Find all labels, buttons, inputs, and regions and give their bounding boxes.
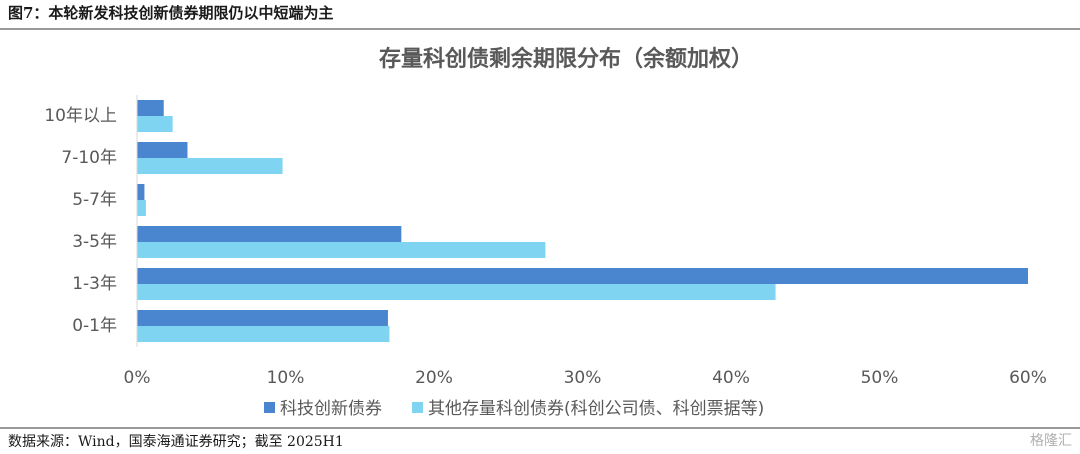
bar: [137, 226, 402, 242]
bar: [137, 268, 1028, 284]
x-tick-label: 10%: [267, 368, 305, 388]
bar: [137, 158, 283, 174]
bar: [137, 310, 388, 326]
bar: [137, 142, 188, 158]
x-tick-label: 60%: [1009, 368, 1047, 388]
chart-title: 存量科创债剩余期限分布（余额加权）: [379, 46, 753, 72]
y-tick-label: 0-1年: [72, 316, 117, 336]
y-tick-label: 10年以上: [44, 106, 117, 126]
watermark: 格隆汇: [1030, 433, 1072, 449]
bar: [137, 184, 145, 200]
legend-swatch: [264, 402, 275, 413]
bar: [137, 284, 776, 300]
bar: [137, 200, 146, 216]
legend-label: 科技创新债券: [280, 399, 382, 419]
bar: [137, 100, 164, 116]
bar: [137, 326, 390, 342]
y-tick-label: 3-5年: [72, 232, 117, 252]
x-tick-label: 20%: [415, 368, 453, 388]
y-tick-label: 1-3年: [72, 274, 117, 294]
legend-label: 其他存量科创债券(科创公司债、科创票据等): [428, 399, 764, 419]
bar: [137, 242, 546, 258]
y-tick-label: 5-7年: [72, 190, 117, 210]
header-title: 图7：本轮新发科技创新债券期限仍以中短端为主: [8, 4, 333, 22]
y-tick-label: 7-10年: [61, 148, 117, 168]
bar: [137, 116, 173, 132]
x-tick-label: 30%: [564, 368, 602, 388]
x-tick-label: 50%: [861, 368, 899, 388]
x-tick-label: 40%: [712, 368, 750, 388]
source: 数据来源：Wind，国泰海通证券研究；截至 2025H1: [8, 434, 344, 450]
x-tick-label: 0%: [124, 368, 151, 388]
legend-swatch: [412, 402, 423, 413]
